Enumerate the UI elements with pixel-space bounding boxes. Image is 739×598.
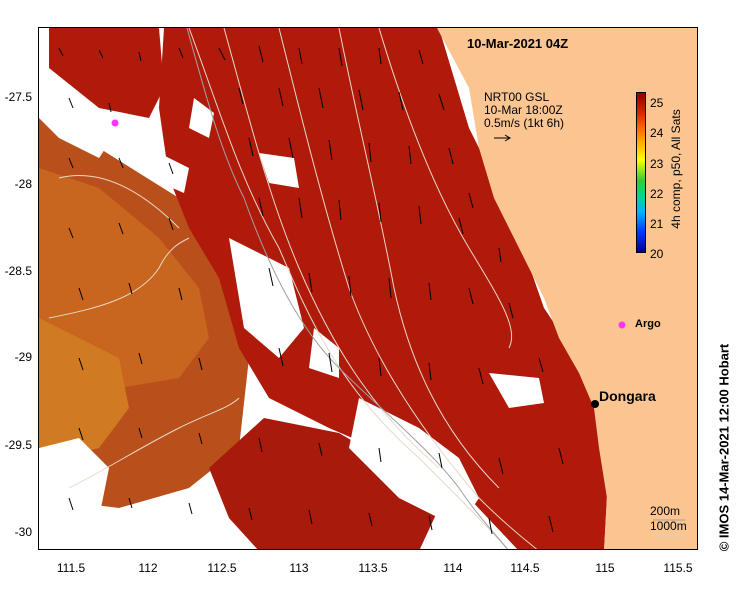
- x-axis-label: 113.5: [358, 561, 388, 575]
- y-axis-label: -27.5: [4, 90, 32, 104]
- map-title: 10-Mar-2021 04Z: [467, 36, 569, 51]
- current-legend: NRT00 GSL 10-Mar 18:00Z 0.5m/s (1kt 6h): [484, 91, 564, 130]
- x-axis-label: 113: [289, 561, 309, 575]
- colorbar-tick-22: 22: [650, 187, 664, 201]
- sst-region-southwest: [39, 318, 129, 458]
- colorbar-tick-20: 20: [650, 247, 664, 261]
- isobath-lines: [48, 28, 538, 549]
- argo-label: Argo: [635, 318, 661, 330]
- x-axis-label: 111.5: [56, 561, 86, 575]
- land-mass: [437, 28, 697, 549]
- sst-colorbar: [636, 92, 646, 253]
- dongara-label: Dongara: [599, 388, 656, 404]
- x-axis-label: 115: [595, 561, 615, 575]
- current-legend-line-1: NRT00 GSL: [484, 90, 550, 104]
- x-axis-label: 112: [138, 561, 158, 575]
- x-axis-label: 115.5: [663, 561, 693, 575]
- current-legend-line-2: 10-Mar 18:00Z: [484, 103, 563, 117]
- colorbar-tick-23: 23: [650, 157, 664, 171]
- colorbar-tick-25: 25: [650, 96, 664, 110]
- isobath-label-200m: 200m: [650, 504, 681, 518]
- y-axis-label: -29: [14, 350, 32, 364]
- sst-region-south: [209, 418, 439, 549]
- map-canvas[interactable]: [39, 28, 698, 550]
- sst-region-northwest: [49, 28, 164, 118]
- colorbar-title: 4h comp, p50, All Sats: [669, 109, 683, 229]
- copyright-footer: © IMOS 14-Mar-2021 12:00 Hobart: [716, 343, 732, 552]
- current-vectors: [58, 45, 564, 535]
- y-axis-label: -30: [14, 525, 32, 539]
- isobath-label-1000m: 1000m: [650, 519, 687, 533]
- legend-arrow: [494, 134, 511, 142]
- colorbar-tick-21: 21: [650, 217, 664, 231]
- cloud-patches: [39, 88, 544, 549]
- y-axis-label: -29.5: [4, 438, 32, 452]
- y-axis-label: -28.5: [4, 264, 32, 278]
- current-legend-line-3: 0.5m/s (1kt 6h): [484, 116, 565, 130]
- colorbar-tick-24: 24: [650, 126, 664, 140]
- map-frame[interactable]: [38, 27, 698, 550]
- sst-region-west-cool: [39, 168, 209, 388]
- x-axis-label: 112.5: [207, 561, 237, 575]
- y-axis-label: -28: [14, 177, 32, 191]
- dongara-marker-icon[interactable]: [591, 400, 599, 408]
- x-axis-label: 114.5: [510, 561, 540, 575]
- x-axis-label: 114: [443, 561, 463, 575]
- argo-marker-icon[interactable]: [111, 119, 626, 329]
- isobath-200m-line: [186, 28, 509, 549]
